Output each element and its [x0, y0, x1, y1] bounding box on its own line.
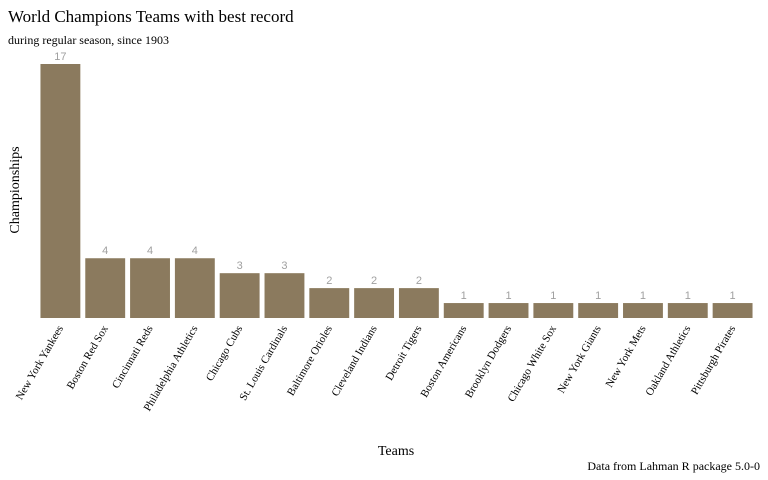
bar: [578, 303, 619, 318]
bar-value-label: 4: [147, 245, 153, 257]
bar-value-label: 4: [192, 245, 198, 257]
bar-value-label: 1: [595, 290, 601, 302]
bar: [488, 303, 529, 318]
bar: [623, 303, 663, 318]
bar-value-label: 1: [730, 290, 736, 302]
bar: [354, 288, 395, 318]
bar: [174, 258, 215, 318]
x-tick-label: Brooklyn Dodgers: [463, 324, 514, 401]
x-tick-label: Boston Red Sox: [65, 323, 111, 391]
bar: [398, 288, 439, 318]
bar: [130, 258, 170, 318]
bar-value-label: 3: [237, 260, 243, 272]
x-tick-label: New York Mets: [603, 324, 648, 390]
x-tick-label: Chicago Cubs: [204, 324, 245, 384]
bar: [667, 303, 708, 318]
bar: [443, 303, 484, 318]
bar-value-label: 3: [281, 260, 287, 272]
bar-value-label: 4: [102, 245, 108, 257]
bar-value-label: 1: [505, 290, 511, 302]
bar-value-label: 1: [640, 290, 646, 302]
x-tick-label: Pittsburgh Pirates: [689, 324, 738, 397]
x-tick-label: St. Louis Cardinals: [237, 324, 290, 403]
bar-value-label: 1: [685, 290, 691, 302]
bar: [219, 273, 260, 318]
x-tick-label: Boston Americans: [418, 324, 469, 400]
bar-value-label: 2: [371, 275, 377, 287]
bar-value-label: 2: [326, 275, 332, 287]
x-tick-label: Chicago White Sox: [506, 323, 560, 404]
bar: [40, 64, 81, 318]
bar: [85, 258, 126, 318]
bar: [264, 273, 305, 318]
x-tick-label: Oakland Athletics: [643, 324, 693, 399]
chart-caption: Data from Lahman R package 5.0-0: [587, 459, 760, 473]
bar: [309, 288, 350, 318]
bar-value-label: 1: [550, 290, 556, 302]
x-tick-label: Baltimore Orioles: [285, 324, 335, 399]
bar-value-label: 2: [416, 275, 422, 287]
bars-group: [40, 64, 753, 318]
x-axis-label: Teams: [378, 444, 414, 459]
bar-value-label: 1: [461, 290, 467, 302]
x-tick-label: New York Giants: [555, 324, 603, 396]
chart-title: World Champions Teams with best record: [8, 7, 294, 26]
x-tick-label: New York Yankees: [14, 324, 66, 403]
bar: [712, 303, 753, 318]
chart-subtitle: during regular season, since 1903: [8, 33, 169, 47]
x-tick-label: Detroit Tigers: [383, 324, 424, 383]
value-labels-group: 17 4 4 4 3 3 2 2 2 1 1 1 1 1 1 1: [54, 51, 735, 302]
x-tick-label: Cincinnati Reds: [110, 324, 156, 391]
bar: [533, 303, 574, 318]
bar-value-label: 17: [54, 51, 66, 63]
y-axis-label: Championships: [8, 146, 23, 233]
x-tick-label: Cleveland Indians: [329, 324, 379, 399]
